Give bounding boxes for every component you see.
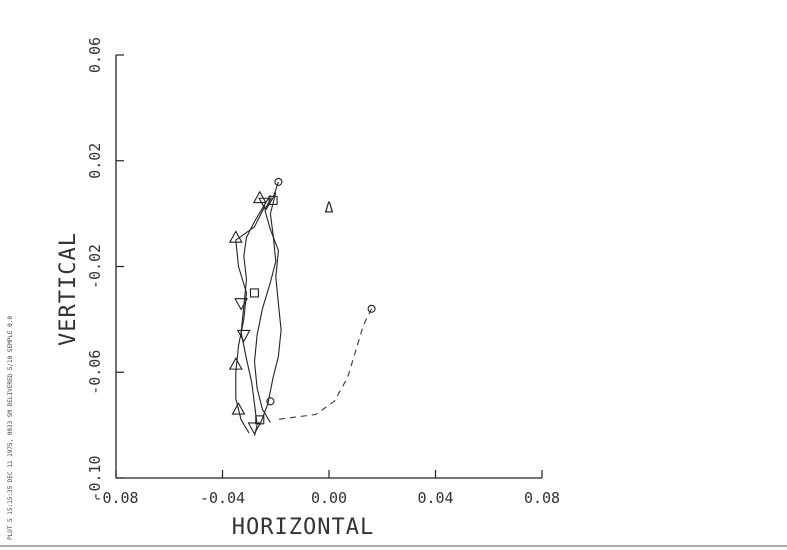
axes: [115, 55, 542, 479]
y-tick-label: 0.02: [86, 143, 104, 179]
series-5-line: [275, 308, 373, 421]
plot-side-text: PLOT 5 15:15:35 DEC 11 1975, 0033 SM DEL…: [7, 316, 14, 540]
series-3-marker: [249, 288, 259, 298]
series-1-marker: [247, 422, 262, 435]
series-4-line: [259, 181, 282, 426]
series-3-marker: [255, 415, 265, 425]
series-3-marker: [268, 195, 278, 205]
series-5-marker: [367, 304, 376, 313]
x-tick-label: 0.08: [524, 489, 560, 507]
x-tick-label: -0.04: [200, 489, 245, 507]
y-tick-label: -0.02: [86, 244, 104, 289]
x-tick-label: 0.04: [417, 489, 453, 507]
annotation-label: Δ: [324, 198, 333, 216]
ticks: [115, 54, 543, 479]
series-2-marker: [228, 357, 243, 370]
x-tick-label: -0.08: [93, 489, 138, 507]
tick-labels: -0.08 -0.04 0.00 0.04 0.08 -0.10 -0.06 -0.02 0.0…: [86, 37, 560, 507]
series-3-line: [253, 192, 277, 423]
y-tick-label: -0.10: [86, 455, 104, 500]
annotations-layer: Δ: [324, 198, 333, 216]
y-tick-label: -0.06: [86, 350, 104, 395]
series-4-marker: [274, 177, 283, 186]
y-axis-title: VERTICAL: [56, 232, 81, 346]
series-layer: [235, 181, 373, 436]
series-1-line: [240, 194, 271, 436]
series-2-marker: [228, 230, 243, 243]
markers-layer: [228, 177, 376, 435]
series-1-marker: [236, 329, 251, 343]
x-tick-label: 0.00: [311, 489, 347, 507]
series-1-marker: [258, 197, 273, 211]
series-2-marker: [231, 402, 246, 415]
series-1-marker: [234, 298, 249, 311]
x-axis-title: HORIZONTAL: [232, 515, 374, 540]
series-4-marker: [266, 397, 275, 406]
series-2-marker: [252, 190, 267, 204]
y-tick-label: 0.06: [86, 37, 104, 73]
